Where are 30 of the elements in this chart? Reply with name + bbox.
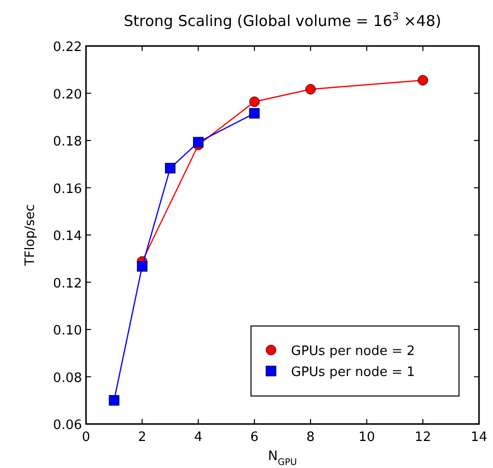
y-tick-label: 0.22 — [53, 40, 82, 55]
x-tick-label: 6 — [250, 430, 259, 445]
y-tick-label: 0.12 — [53, 276, 82, 292]
x-axis-title: N$_{GPU}$ — [268, 449, 297, 468]
legend-label: GPUs per node = 2 — [291, 344, 415, 359]
y-tick-label: 0.16 — [53, 182, 82, 197]
x-tick-label: 2 — [138, 430, 146, 445]
x-tick-label: 0 — [82, 430, 90, 445]
x-tick-label: 8 — [306, 430, 315, 445]
y-tick-label: 0.06 — [53, 418, 82, 433]
x-tick-label: 4 — [194, 430, 202, 445]
point — [418, 75, 428, 86]
point — [249, 96, 260, 108]
x-tick-label: 14 — [470, 430, 488, 445]
y-tick-label: 0.20 — [53, 87, 82, 102]
point — [108, 395, 120, 406]
point — [249, 108, 260, 119]
point — [136, 261, 148, 272]
point — [193, 136, 204, 148]
y-tick-label: 0.18 — [53, 134, 82, 150]
y-tick-label: 0.10 — [53, 324, 82, 338]
x-tick-label: 12 — [414, 430, 432, 445]
chart-title: Strong Scaling (Global volume = 16$^{3}$ ×48) — [124, 11, 442, 30]
legend-label: GPUs per node = 1 — [291, 365, 415, 380]
y-axis-title: TFlop/sec — [23, 204, 38, 267]
y-tick-label: 0.08 — [53, 370, 82, 386]
point — [305, 84, 316, 94]
point — [164, 162, 176, 174]
x-tick-label: 10 — [358, 430, 375, 445]
y-tick-label: 0.14 — [53, 229, 82, 244]
